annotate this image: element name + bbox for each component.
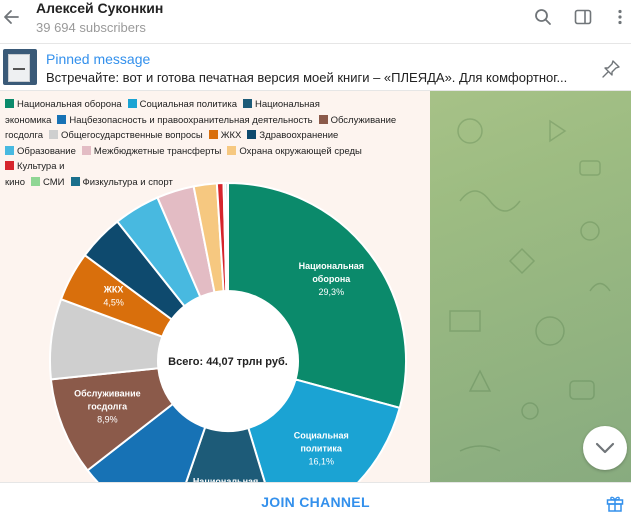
scroll-down-button[interactable]: [583, 426, 627, 470]
slice-label: ЖКХ 4,5%: [103, 285, 124, 308]
pinned-title: Pinned message: [46, 51, 151, 67]
legend-label: госдолга: [5, 130, 43, 141]
legend-swatch: [242, 99, 252, 108]
legend-item: ЖКХ: [208, 128, 242, 144]
subscriber-count: 39 694 subscribers: [36, 20, 146, 35]
legend-label: Социальная политика: [139, 99, 237, 110]
legend-label: Обслуживание: [330, 114, 397, 126]
back-icon[interactable]: [2, 7, 22, 27]
legend-swatch: [247, 130, 257, 139]
legend-swatch: [5, 99, 14, 108]
legend-item: Физкультура и спорт: [70, 175, 173, 191]
donut-chart: Национальная оборона 29,3% Социальная полити…: [49, 181, 407, 482]
legend-row: Национальная оборона Социальная политика Н…: [5, 97, 430, 113]
slice-label: Национальная оборона 29,3%: [299, 261, 364, 297]
chart-image[interactable]: Национальная оборона Социальная политика Н…: [0, 91, 430, 482]
legend-row: Образование Межбюджетные трансферты Охрана…: [5, 144, 430, 175]
legend-label: Национальная: [254, 99, 320, 110]
slice-label: Социальная политика 16,1%: [294, 431, 349, 467]
legend-item: СМИ: [31, 175, 65, 191]
pinned-text: Встречайте: вот и готова печатная версия…: [46, 70, 568, 85]
donut-center-label: Всего: 44,07 трлн руб.: [168, 356, 288, 368]
legend-swatch: [49, 130, 58, 139]
legend-label: Здравоохранение: [259, 130, 339, 141]
legend-item: экономика: [5, 113, 51, 129]
legend-item: Здравоохранение: [247, 128, 338, 144]
legend-item: Межбюджетные трансферты: [81, 144, 222, 160]
pinned-thumbnail: [3, 49, 37, 85]
legend-item: Социальная политика: [127, 97, 237, 113]
legend-label: кино: [5, 176, 25, 188]
legend-item: Образование: [5, 144, 76, 160]
search-icon[interactable]: [534, 8, 552, 26]
legend-swatch: [57, 114, 67, 124]
chat-header: Алексей Суконкин 39 694 subscribers: [0, 0, 631, 44]
legend-label: Национальная оборона: [17, 99, 122, 110]
legend-label: Образование: [17, 145, 76, 157]
legend-item: кино: [5, 175, 25, 191]
legend-swatch: [227, 145, 237, 155]
bottom-bar: JOIN CHANNEL: [0, 482, 631, 520]
slice-label: Обслуживание госдолга 8,9%: [74, 389, 140, 425]
channel-title[interactable]: Алексей Суконкин: [36, 0, 164, 16]
legend-item: Нацбезопасность и правоохранительная дея…: [57, 113, 313, 129]
donut-slice: [224, 181, 229, 293]
more-vertical-icon[interactable]: [611, 8, 629, 26]
legend-swatch: [5, 161, 14, 170]
legend-item: Культура и: [5, 159, 64, 175]
background-pattern: [449, 118, 611, 462]
legend-swatch: [318, 114, 328, 124]
legend-label: экономика: [5, 114, 52, 126]
legend-label: СМИ: [43, 176, 65, 188]
legend-swatch: [5, 145, 14, 155]
legend-item: госдолга: [5, 128, 43, 144]
gift-icon[interactable]: [605, 493, 625, 513]
legend-label: Охрана окружающей среды: [239, 145, 362, 157]
legend-item: Охрана окружающей среды: [227, 144, 362, 160]
legend-label: ЖКХ: [220, 130, 242, 141]
legend-row: кино СМИ Физкультура и спорт: [5, 175, 430, 191]
legend-label: Культура и: [17, 161, 65, 172]
legend-label: Общегосударственные вопросы: [61, 130, 203, 141]
legend-label: Нацбезопасность и правоохранительная дея…: [69, 114, 313, 126]
legend-swatch: [208, 130, 218, 139]
pin-list-icon[interactable]: [601, 59, 621, 79]
legend-swatch: [31, 176, 40, 186]
chevron-down-icon: [595, 442, 615, 454]
legend-label: Межбюджетные трансферты: [93, 145, 222, 157]
legend-row: экономика Нацбезопасность и правоохраните…: [5, 113, 430, 129]
legend-swatch: [70, 176, 80, 186]
join-channel-button[interactable]: JOIN CHANNEL: [261, 494, 370, 510]
legend-label: Физкультура и спорт: [82, 176, 173, 188]
legend-swatch: [127, 99, 137, 108]
donut-slice: [185, 425, 266, 482]
sidebar-toggle-icon[interactable]: [574, 8, 592, 26]
legend-row: госдолга Общегосударственные вопросы ЖКХ Зд…: [5, 128, 430, 144]
legend-item: Национальная: [242, 97, 320, 113]
legend-item: Общегосударственные вопросы: [49, 128, 203, 144]
legend-item: Обслуживание: [318, 113, 397, 129]
donut-center: [158, 291, 298, 431]
chart-legend: Национальная оборона Социальная политика Н…: [5, 97, 430, 190]
pinned-message-bar[interactable]: Pinned message Встречайте: вот и готова …: [0, 45, 631, 91]
legend-item: Национальная оборона: [5, 97, 122, 113]
legend-swatch: [81, 145, 91, 155]
